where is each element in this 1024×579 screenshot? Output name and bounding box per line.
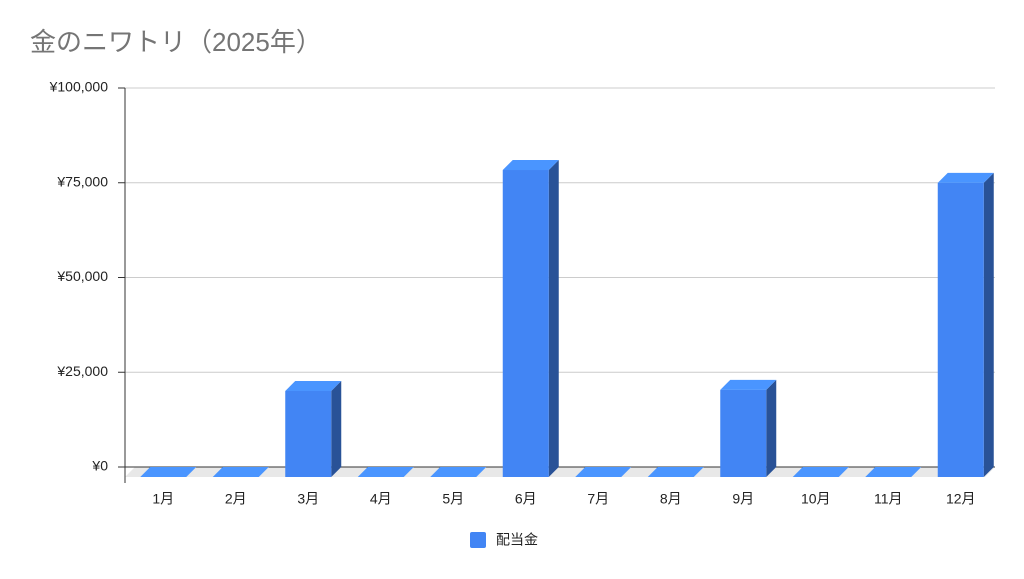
bar (937, 182, 984, 477)
bar (502, 170, 549, 477)
bar (720, 389, 767, 477)
y-tick-label: ¥0 (91, 458, 108, 474)
x-tick-label: 11月 (874, 491, 903, 507)
legend-label: 配当金 (496, 532, 538, 548)
y-tick-label: ¥50,000 (56, 268, 108, 284)
y-tick-label: ¥100,000 (49, 79, 109, 95)
bar (285, 390, 332, 477)
bar-side (548, 160, 559, 477)
bar-side (331, 380, 342, 477)
x-tick-label: 2月 (225, 491, 247, 507)
x-tick-label: 1月 (152, 491, 174, 507)
bar-side (983, 172, 994, 477)
bar-top (140, 467, 197, 477)
bar-top (357, 467, 414, 477)
bar-top (575, 467, 632, 477)
x-tick-label: 10月 (801, 491, 831, 507)
x-tick-label: 3月 (297, 491, 319, 507)
bar-top (212, 467, 269, 477)
y-tick-label: ¥75,000 (56, 173, 108, 189)
bar-top (285, 380, 342, 391)
x-tick-label: 6月 (515, 491, 537, 507)
x-tick-label: 5月 (442, 491, 464, 507)
y-tick-label: ¥25,000 (56, 363, 108, 379)
floor (125, 467, 995, 477)
bar-top (647, 467, 704, 477)
bar-top (502, 160, 559, 171)
bar-top (720, 379, 777, 390)
bar-side (766, 379, 777, 477)
x-tick-label: 9月 (732, 491, 754, 507)
legend-swatch (470, 532, 486, 548)
bar-top (792, 467, 849, 477)
bar-top (865, 467, 922, 477)
chart-title: 金のニワトリ（2025年） (30, 27, 322, 57)
bar-top (937, 172, 994, 183)
x-tick-label: 12月 (946, 491, 976, 507)
x-tick-label: 8月 (660, 491, 682, 507)
bar-top (430, 467, 487, 477)
x-tick-label: 4月 (370, 491, 392, 507)
x-tick-label: 7月 (587, 491, 609, 507)
